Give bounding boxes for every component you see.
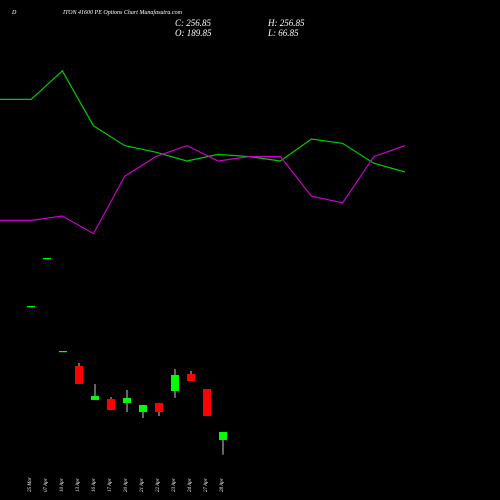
x-tick-label: 10 Apr bbox=[60, 478, 65, 492]
x-tick-label: 17 Apr bbox=[108, 478, 113, 492]
candle-body bbox=[187, 373, 195, 381]
x-tick-label: 21 Apr bbox=[140, 478, 145, 492]
x-tick-label: 24 Apr bbox=[188, 478, 193, 492]
chart-title: ITON 41600 PE Options Chart Munafasutra.… bbox=[62, 9, 183, 16]
x-tick-label: 27 Apr bbox=[204, 478, 209, 492]
x-tick-label: 20 Apr bbox=[124, 478, 129, 492]
x-tick-label: 25 Mar bbox=[28, 477, 33, 492]
x-tick-label: 16 Apr bbox=[92, 478, 97, 492]
x-tick-label: 07 Apr bbox=[44, 478, 49, 492]
x-tick-label: 13 Apr bbox=[76, 478, 81, 492]
indicator-line bbox=[0, 69, 406, 173]
open-label: O: 189.85 bbox=[175, 28, 212, 38]
candle-body bbox=[43, 257, 51, 260]
indicator-line bbox=[0, 144, 406, 235]
candle-body bbox=[171, 375, 179, 391]
candle-body bbox=[107, 398, 115, 410]
candle-body bbox=[59, 351, 67, 353]
prefix: D bbox=[11, 10, 17, 16]
high-label: H: 256.85 bbox=[267, 18, 305, 28]
low-label: L: 66.85 bbox=[267, 28, 299, 38]
x-tick-label: 23 Apr bbox=[172, 478, 177, 492]
candle-body bbox=[155, 402, 163, 413]
candle-body bbox=[139, 404, 147, 413]
x-tick-label: 28 Apr bbox=[220, 478, 225, 492]
candle-body bbox=[75, 365, 83, 384]
close-label: C: 256.85 bbox=[175, 18, 212, 28]
candle-body bbox=[123, 398, 131, 403]
candle-body bbox=[219, 431, 227, 440]
candle-body bbox=[203, 388, 211, 416]
x-tick-label: 22 Apr bbox=[156, 478, 161, 492]
candle-body bbox=[27, 305, 35, 308]
candle-body bbox=[91, 396, 99, 400]
